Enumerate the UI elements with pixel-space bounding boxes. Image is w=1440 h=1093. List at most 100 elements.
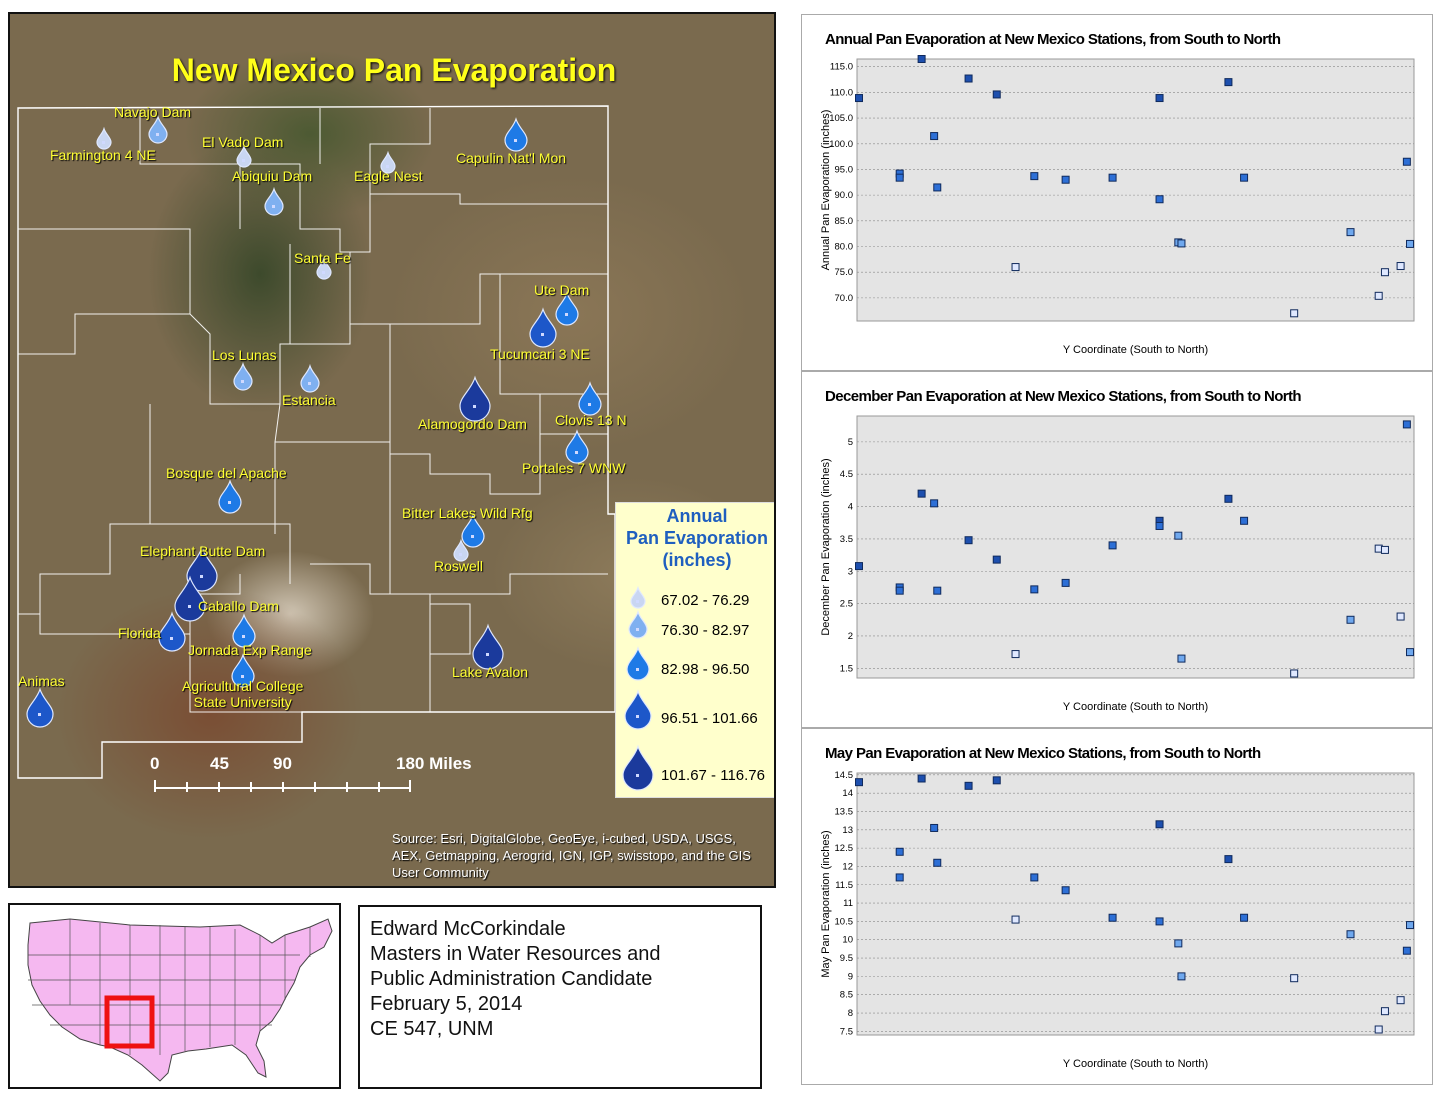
station-marker-eagle-nest	[380, 150, 396, 174]
station-marker-capulin-nat-l-mon	[504, 117, 528, 152]
legend-drop-icon-5-highlight	[636, 774, 639, 777]
data-point	[992, 90, 1001, 99]
data-point	[1380, 268, 1389, 277]
station-marker-bosque-del-apache	[218, 479, 242, 514]
station-label-portales-7-wnw: Portales 7 WNW	[522, 460, 626, 476]
station-label-bosque-del-apache: Bosque del Apache	[166, 465, 287, 481]
station-marker-agricultural-college-state-university-highlight	[241, 675, 244, 678]
data-point	[1030, 585, 1039, 594]
legend-title-line-1: Annual	[666, 506, 728, 526]
legend-drop-icon-5	[622, 744, 654, 791]
station-marker-el-vado-dam-highlight	[242, 159, 245, 162]
station-label-estancia: Estancia	[282, 392, 336, 408]
station-marker-elephant-butte-dam	[186, 545, 218, 592]
y-tick-label: 12	[842, 861, 853, 872]
data-point	[1155, 195, 1164, 204]
station-label-florida: Florida	[118, 625, 161, 641]
station-marker-animas	[26, 687, 54, 728]
station-marker-portales-7-wnw	[565, 429, 589, 464]
data-point	[1346, 228, 1355, 237]
station-marker-alamogordo-dam	[459, 375, 491, 422]
y-tick-label: 90.0	[835, 190, 854, 201]
author-name: Edward McCorkindale	[370, 918, 566, 940]
y-tick-label: 10	[842, 935, 853, 946]
data-point	[1108, 913, 1117, 922]
plot-area	[856, 58, 1415, 322]
station-marker-elephant-butte-dam-highlight	[200, 575, 203, 578]
data-point	[1061, 578, 1070, 587]
data-point	[1061, 175, 1070, 184]
data-point	[1374, 1025, 1383, 1034]
data-point	[1011, 915, 1020, 924]
y-tick-label: 11	[843, 898, 853, 909]
data-point	[1406, 921, 1414, 930]
station-marker-caballo-dam-highlight	[188, 605, 191, 608]
station-marker-los-lunas	[233, 361, 253, 391]
station-marker-abiquiu-dam-highlight	[272, 205, 275, 208]
annual-scatter-chart: 70.0 75.0 80.0 85.0 90.0 95.0 100.0 105.0 110.0 1…	[820, 55, 1415, 356]
data-point	[1224, 855, 1233, 864]
y-tick-label: 75.0	[835, 267, 854, 278]
y-tick-label: 13	[842, 825, 853, 836]
us-outline	[27, 918, 333, 1082]
scale-label-0: 0	[150, 754, 160, 773]
data-point	[855, 94, 863, 103]
station-marker-capulin-nat-l-mon-highlight	[514, 139, 517, 142]
data-point	[964, 536, 973, 545]
scale-label-90: 90	[273, 754, 292, 773]
data-point	[933, 858, 942, 867]
y-tick-label: 14.5	[835, 770, 854, 781]
y-tick-label: 4.5	[840, 469, 853, 480]
station-label-caballo-dam: Caballo Dam	[198, 598, 279, 614]
station-marker-estancia	[300, 363, 320, 393]
station-marker-tucumcari-3-ne	[529, 307, 557, 348]
station-marker-el-vado-dam	[236, 144, 252, 168]
station-marker-clovis-13-n-highlight	[588, 403, 591, 406]
data-point	[1155, 917, 1164, 926]
station-marker-los-lunas-highlight	[241, 380, 244, 383]
station-label-capulin-nat-l-mon: Capulin Nat'l Mon	[456, 150, 567, 166]
data-point	[1174, 531, 1183, 540]
y-tick-label: 115.0	[830, 62, 853, 73]
y-axis-label: December Pan Evaporation (inches)	[820, 458, 832, 635]
author-credit: Edward McCorkindale Masters in Water Res…	[358, 905, 762, 1089]
station-marker-animas-highlight	[38, 713, 41, 716]
y-tick-label: 5	[848, 437, 853, 448]
station-marker-florida	[158, 611, 186, 652]
legend-drop-icon-3	[626, 646, 650, 681]
y-tick-label: 3	[848, 566, 853, 577]
us-locator-map	[27, 918, 333, 1082]
y-tick-label: 80.0	[835, 242, 854, 253]
legend-symbols	[622, 585, 654, 791]
data-point	[1346, 615, 1355, 624]
data-point	[1290, 974, 1299, 983]
legend-drop-icon-1	[630, 585, 646, 609]
data-point	[1011, 650, 1020, 659]
data-point	[855, 778, 863, 787]
station-marker-ute-dam	[555, 291, 579, 326]
data-point	[1155, 521, 1164, 530]
station-marker-roswell-highlight	[459, 553, 462, 556]
december-chart-title: December Pan Evaporation at New Mexico S…	[825, 388, 1302, 405]
legend-title: Annual Pan Evaporation (inches)	[616, 505, 774, 571]
annual-chart-title: Annual Pan Evaporation at New Mexico Sta…	[825, 31, 1281, 48]
station-label-eagle-nest: Eagle Nest	[354, 168, 423, 184]
credit-course: CE 547, UNM	[370, 1018, 494, 1040]
station-label-bitter-lakes-wild-rfg: Bitter Lakes Wild Rfg	[402, 505, 533, 521]
credit-line-3: Public Administration Candidate	[370, 968, 653, 990]
data-point	[992, 555, 1001, 564]
legend: Annual Pan Evaporation (inches) 67.02 - …	[615, 502, 774, 798]
legend-title-line-2: Pan Evaporation	[625, 528, 769, 548]
y-tick-label: 10.5	[835, 916, 854, 927]
data-point	[1396, 996, 1405, 1005]
credit-line-2: Masters in Water Resources and	[370, 943, 661, 965]
x-axis-label: Y Coordinate (South to North)	[1063, 1058, 1208, 1070]
station-marker-lake-avalon	[472, 623, 504, 670]
legend-drop-icon-1-highlight	[636, 600, 639, 603]
y-tick-label: 105.0	[829, 113, 853, 124]
data-point	[1402, 420, 1411, 429]
station-marker-santa-fe	[316, 256, 332, 280]
y-tick-label: 7.5	[840, 1026, 853, 1037]
data-point	[1402, 157, 1411, 166]
data-point	[964, 781, 973, 790]
